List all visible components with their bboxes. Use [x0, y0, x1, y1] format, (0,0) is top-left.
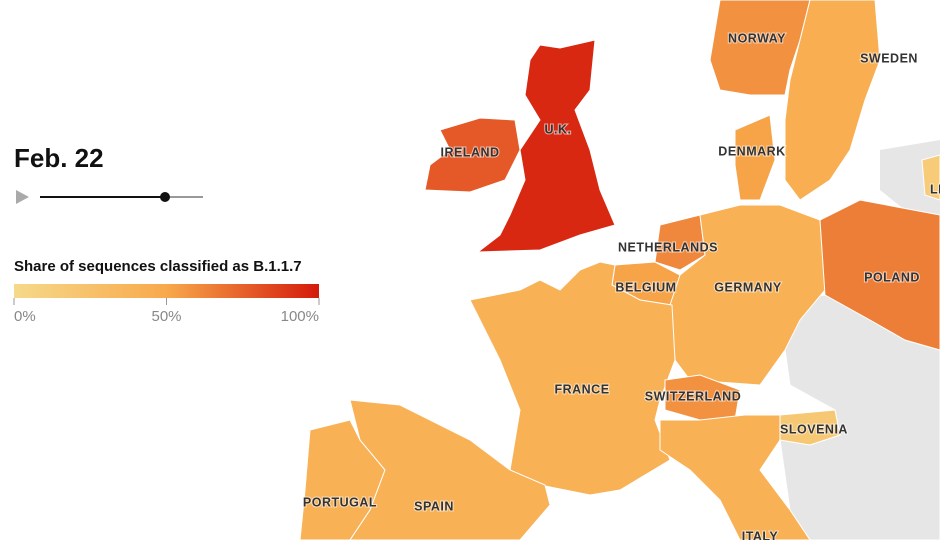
region-label: IRELAND	[440, 145, 499, 159]
region-shape	[654, 214, 706, 271]
region-shape	[734, 114, 776, 201]
region-shape	[669, 204, 826, 386]
region-label: SLOVENIA	[780, 422, 848, 436]
region-label: BELGIUM	[615, 280, 676, 294]
label-layer: U.K. IRELAND NORWAY SWEDEN DENMARK NETHERLAND…	[302, 30, 940, 540]
region-label: SPAIN	[414, 499, 454, 513]
region-layer	[299, 0, 940, 540]
region-label: GERMANY	[714, 280, 782, 294]
region-shape	[424, 117, 521, 193]
legend-title: Share of sequences classified as B.1.1.7	[14, 258, 302, 275]
region-label: DENMARK	[718, 144, 785, 158]
region-label: SWEDEN	[860, 51, 918, 65]
region-label: LI	[930, 182, 940, 196]
date-label: Feb. 22	[14, 143, 104, 173]
slider-handle[interactable]	[160, 192, 170, 202]
region-label: NORWAY	[728, 31, 786, 45]
region-shape	[784, 0, 881, 201]
region-label: FRANCE	[554, 382, 609, 396]
region-label: SWITZERLAND	[645, 389, 741, 403]
region-shape	[659, 414, 811, 540]
region-shape	[819, 199, 940, 351]
region-label: NETHERLANDS	[618, 240, 718, 254]
region-shape	[921, 154, 940, 201]
region-shape	[349, 399, 551, 540]
region-label: ITALY	[742, 529, 779, 540]
legend-bar	[14, 284, 319, 298]
play-button[interactable]	[16, 190, 29, 204]
region-shape	[469, 261, 676, 496]
legend-tick-label: 50%	[151, 308, 181, 325]
legend-tick-label: 100%	[281, 308, 319, 325]
legend-tick-label: 0%	[14, 308, 36, 325]
legend-ticks: 0% 50% 100%	[13, 298, 320, 325]
region-shape	[476, 39, 616, 253]
region-label: U.K.	[545, 122, 572, 136]
region-label: PORTUGAL	[303, 495, 377, 509]
region-label: POLAND	[864, 270, 920, 284]
